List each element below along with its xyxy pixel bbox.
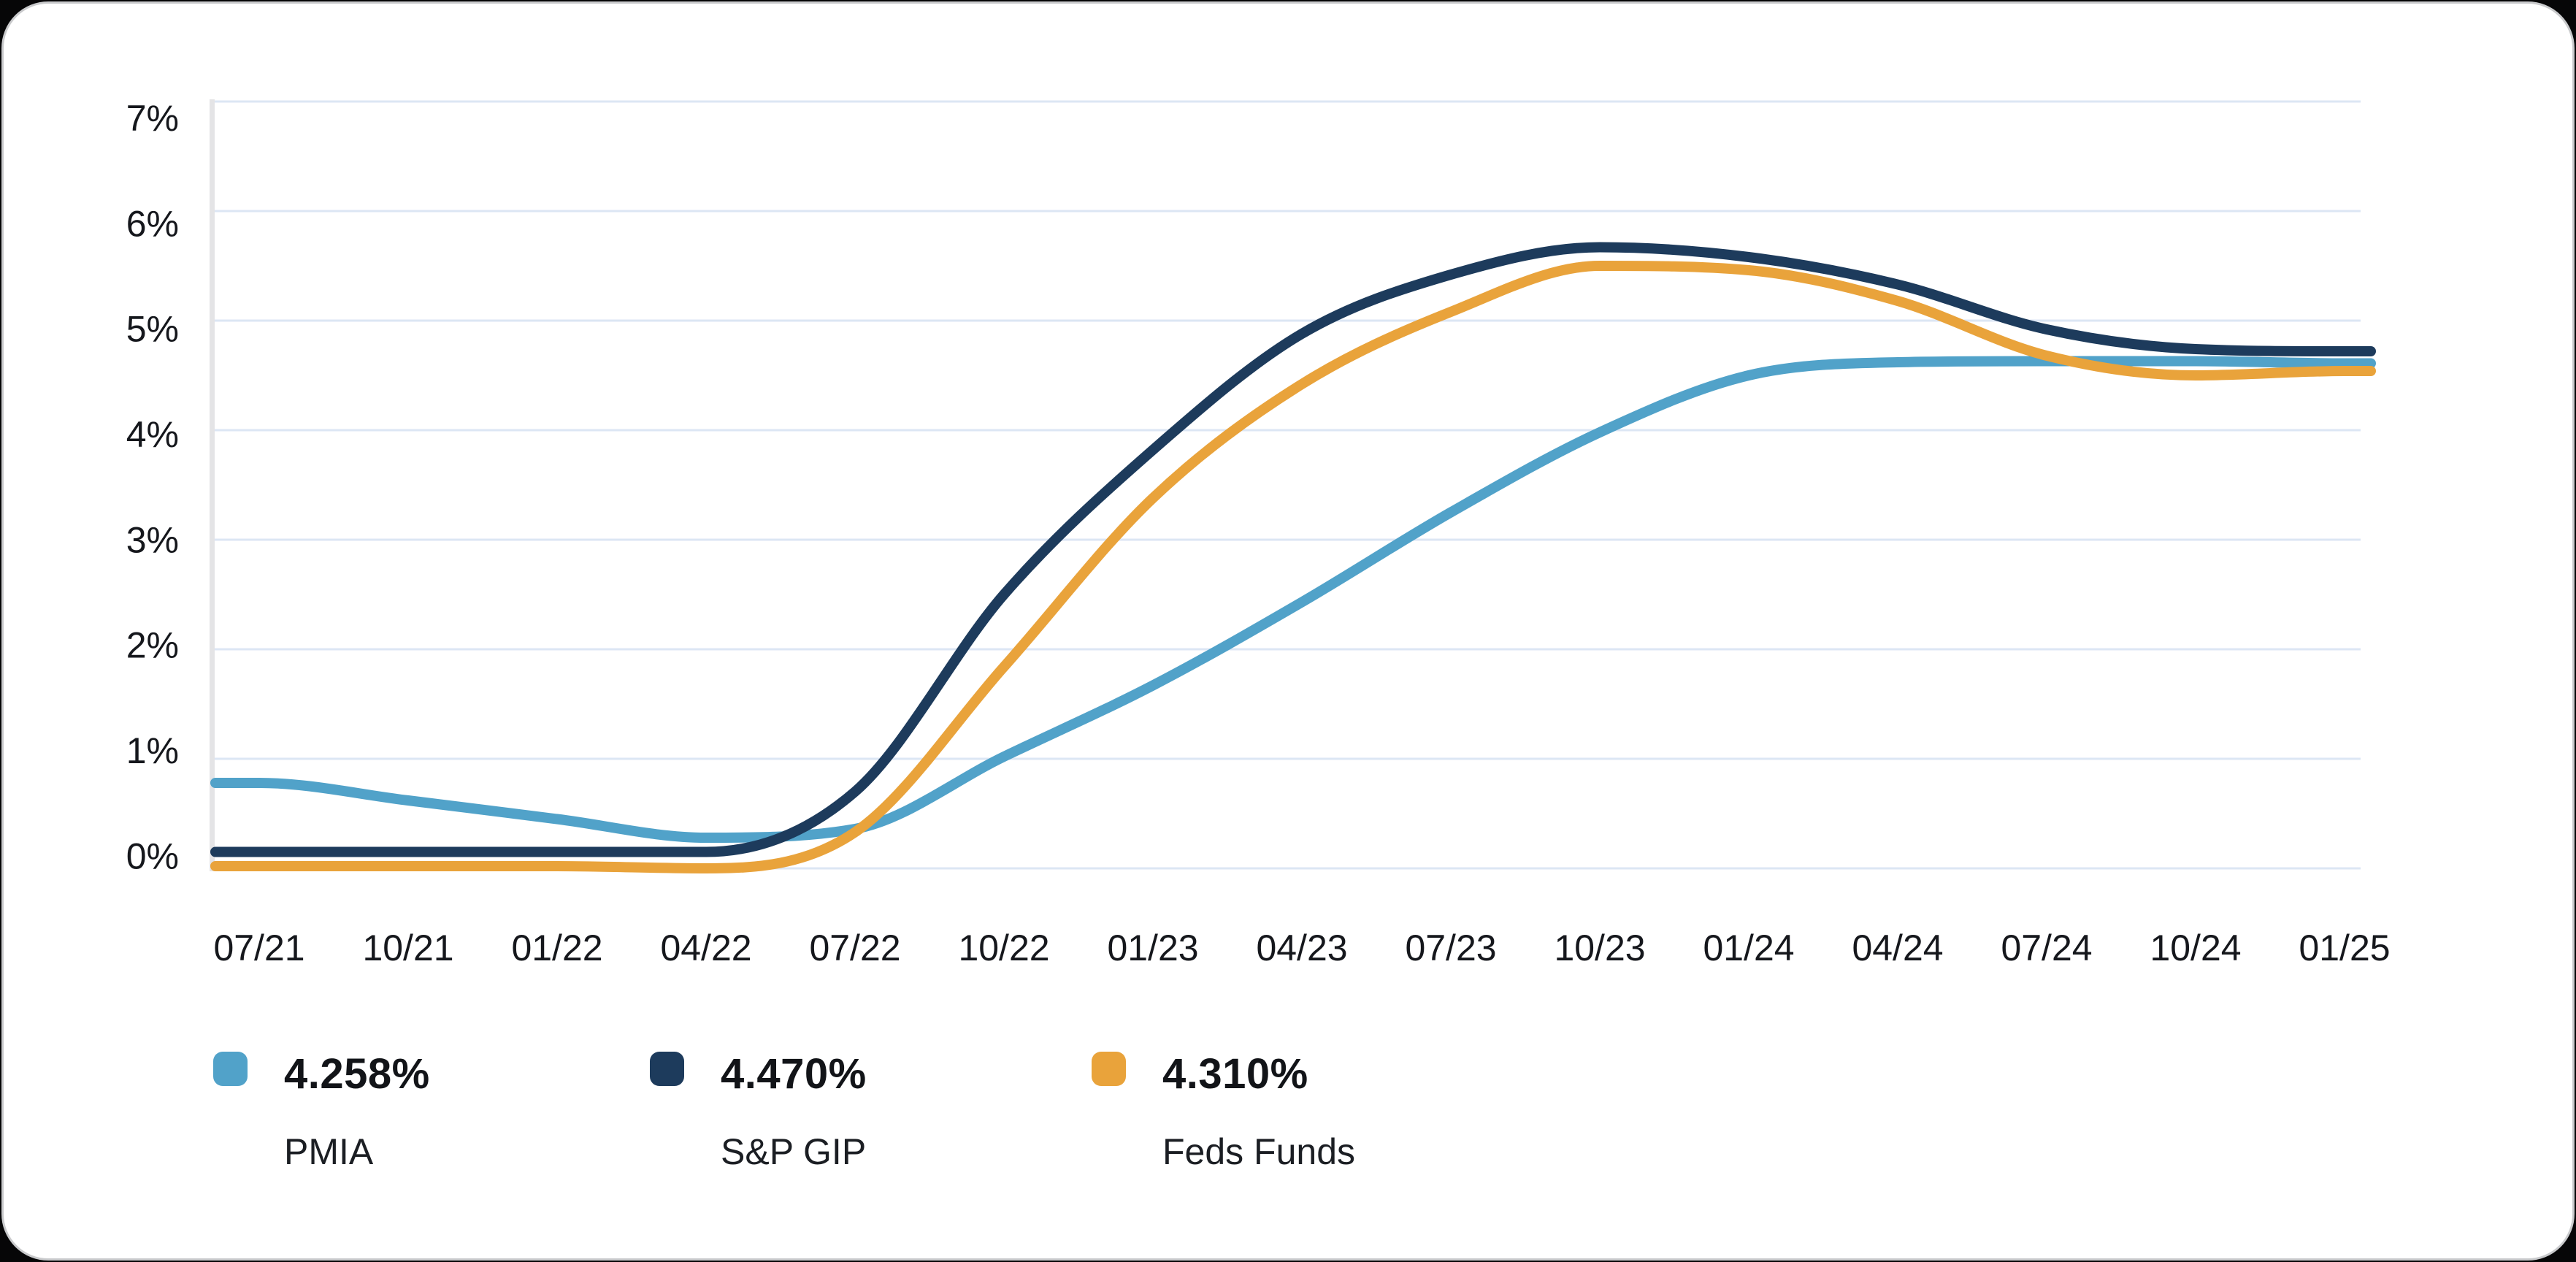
svg-text:07/21: 07/21 — [213, 928, 304, 968]
svg-text:07/23: 07/23 — [1405, 928, 1496, 968]
legend-value-feds-funds: 4.310% — [1162, 1050, 1308, 1098]
legend-swatch-pmia-icon — [213, 1052, 248, 1086]
svg-text:07/22: 07/22 — [809, 928, 900, 968]
legend-text-pmia: 4.258% PMIA — [284, 1050, 430, 1172]
svg-text:01/25: 01/25 — [2299, 928, 2390, 968]
svg-text:0%: 0% — [126, 835, 179, 876]
svg-text:01/24: 01/24 — [1703, 928, 1794, 968]
legend-label-pmia: PMIA — [284, 1131, 374, 1172]
svg-text:7%: 7% — [126, 98, 179, 139]
legend-label-sp-gip: S&P GIP — [721, 1131, 867, 1172]
svg-text:01/23: 01/23 — [1107, 928, 1198, 968]
svg-text:10/22: 10/22 — [958, 928, 1049, 968]
legend-item-pmia[interactable]: 4.258% PMIA — [213, 1052, 430, 1170]
svg-text:07/24: 07/24 — [2001, 928, 2092, 968]
svg-text:1%: 1% — [126, 730, 179, 771]
svg-text:6%: 6% — [126, 203, 179, 244]
svg-text:01/22: 01/22 — [511, 928, 602, 968]
svg-text:3%: 3% — [126, 519, 179, 560]
svg-text:04/22: 04/22 — [660, 928, 751, 968]
svg-text:10/21: 10/21 — [362, 928, 453, 968]
svg-text:10/23: 10/23 — [1554, 928, 1645, 968]
legend-item-feds-funds[interactable]: 4.310% Feds Funds — [1092, 1052, 1355, 1170]
line-chart: 7% 6% 5% 4% 3% 2% 1% 0% 07/21 10/21 01/22 04/22 07/2… — [126, 98, 2391, 968]
legend-swatch-sp-gip-icon — [650, 1052, 684, 1086]
legend-label-feds-funds: Feds Funds — [1162, 1131, 1356, 1172]
svg-text:4%: 4% — [126, 414, 179, 455]
legend-value-pmia: 4.258% — [284, 1050, 430, 1098]
svg-text:2%: 2% — [126, 625, 179, 666]
svg-text:10/24: 10/24 — [2150, 928, 2241, 968]
svg-text:5%: 5% — [126, 309, 179, 350]
legend-value-sp-gip: 4.470% — [721, 1050, 867, 1098]
legend-swatch-feds-funds-icon — [1092, 1052, 1126, 1086]
svg-text:04/24: 04/24 — [1852, 928, 1943, 968]
legend-text-feds-funds: 4.310% Feds Funds — [1162, 1050, 1356, 1172]
svg-text:04/23: 04/23 — [1256, 928, 1347, 968]
legend-item-sp-gip[interactable]: 4.470% S&P GIP — [650, 1052, 867, 1170]
legend-text-sp-gip: 4.470% S&P GIP — [721, 1050, 867, 1172]
